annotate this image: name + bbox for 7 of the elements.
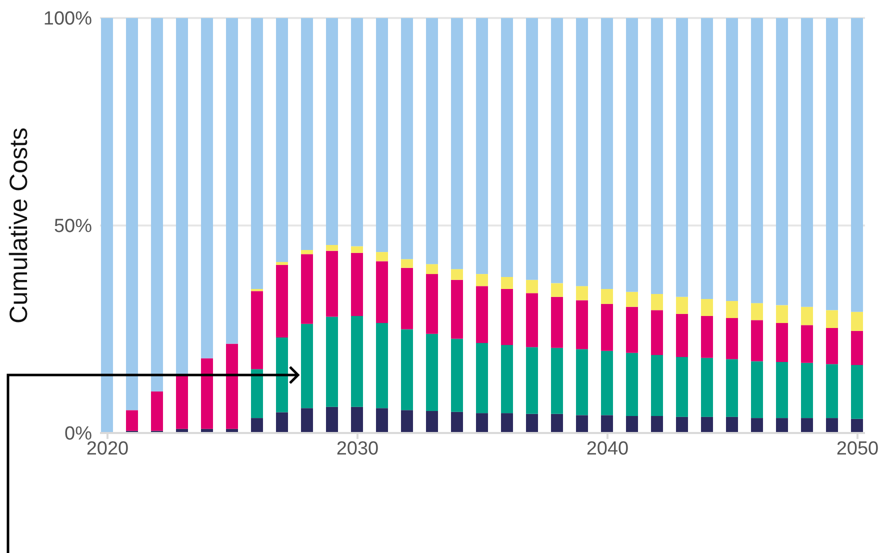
x-tick-label: 2030 bbox=[336, 438, 379, 460]
y-tick-label: 100% bbox=[43, 8, 92, 30]
x-tick-label: 2040 bbox=[586, 438, 629, 460]
y-axis-title: Cumulative Costs bbox=[4, 128, 33, 324]
x-tick-label: 2020 bbox=[86, 438, 129, 460]
x-tick-label: 2050 bbox=[836, 438, 879, 460]
y-tick-label: 50% bbox=[54, 216, 92, 238]
